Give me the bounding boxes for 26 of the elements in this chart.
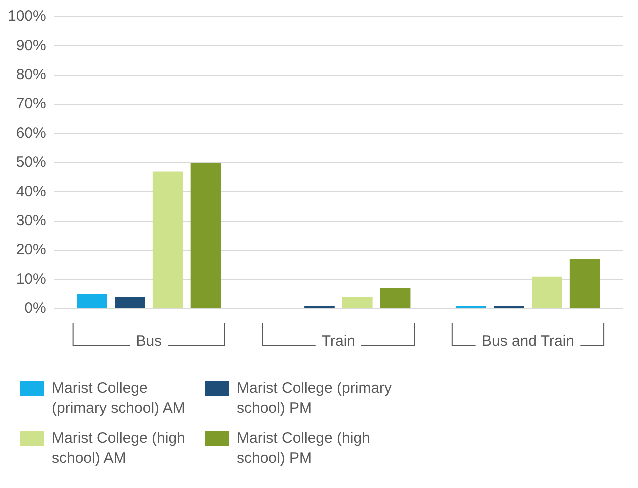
bar xyxy=(380,288,411,308)
y-tick-label: 0% xyxy=(24,300,46,318)
y-tick-label: 50% xyxy=(16,154,46,172)
y-tick-label: 100% xyxy=(8,8,46,26)
y-tick-label: 40% xyxy=(16,183,46,200)
x-tick-label: Bus and Train xyxy=(482,333,575,350)
bar xyxy=(77,294,108,308)
bar xyxy=(532,276,562,308)
bar xyxy=(152,172,184,308)
bar xyxy=(342,297,373,308)
y-tick-label: 80% xyxy=(16,66,46,84)
x-tick-label: Train xyxy=(322,333,356,350)
y-tick-label: 60% xyxy=(16,124,46,142)
bar xyxy=(190,163,222,308)
bar xyxy=(115,297,146,308)
y-tick-label: 10% xyxy=(16,270,46,288)
legend-label: Marist College (primary school) PM xyxy=(237,379,394,419)
legend-label: Marist College (primary school) AM xyxy=(52,379,186,419)
bar xyxy=(570,259,600,308)
y-tick-label: 70% xyxy=(16,96,46,113)
legend-label: Marist College (high school) AM xyxy=(52,429,186,469)
legend-label: Marist College (high school) PM xyxy=(237,429,372,469)
y-tick-label: 30% xyxy=(16,212,46,230)
y-tick-label: 90% xyxy=(16,37,46,54)
y-tick-label: 20% xyxy=(16,242,46,259)
x-tick-label: Bus xyxy=(136,333,162,350)
